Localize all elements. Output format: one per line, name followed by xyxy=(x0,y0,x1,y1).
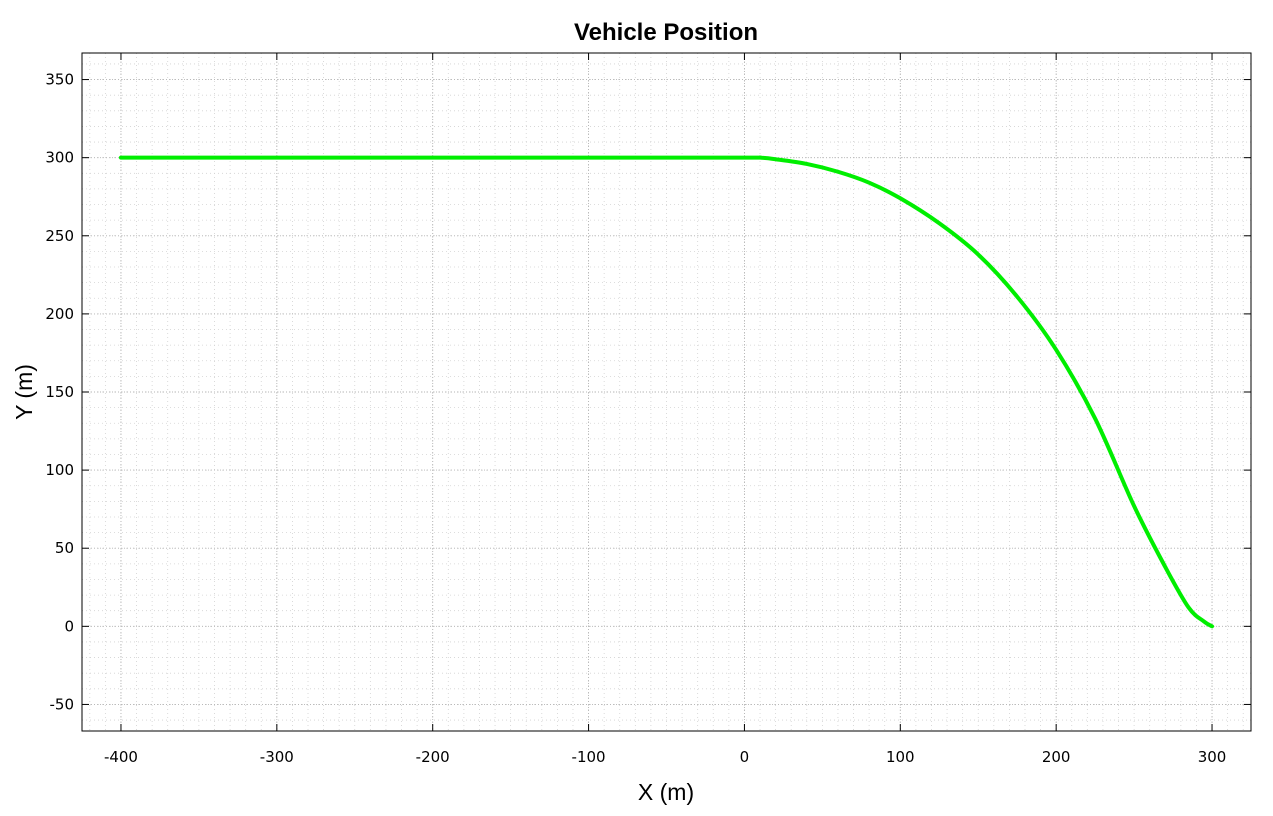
x-tick-label: 300 xyxy=(1198,748,1227,766)
series-line xyxy=(118,155,1215,629)
x-axis-tick-labels: -400 -300 -200 -100 0 100 200 300 xyxy=(104,748,1226,766)
x-tick-label: 100 xyxy=(886,748,915,766)
grid xyxy=(82,53,1251,731)
y-tick-label: 100 xyxy=(45,461,74,479)
x-tick-label: -200 xyxy=(416,748,450,766)
y-tick-label: 150 xyxy=(45,383,74,401)
y-tick-label: 0 xyxy=(64,617,74,635)
y-tick-label: -50 xyxy=(50,695,75,713)
y-axis-label: Y (m) xyxy=(11,364,37,420)
series-layer xyxy=(118,155,1215,629)
x-tick-label: -100 xyxy=(572,748,606,766)
ticks xyxy=(82,53,1251,731)
x-axis-label: X (m) xyxy=(638,779,694,805)
y-tick-label: 300 xyxy=(45,149,74,167)
y-axis-tick-labels: -50 0 50 100 150 200 250 300 350 xyxy=(45,71,74,714)
x-tick-label: -300 xyxy=(260,748,294,766)
y-tick-label: 50 xyxy=(55,539,74,557)
y-tick-label: 250 xyxy=(45,227,74,245)
x-tick-label: 200 xyxy=(1042,748,1071,766)
y-tick-label: 200 xyxy=(45,305,74,323)
y-tick-label: 350 xyxy=(45,71,74,89)
x-tick-label: -400 xyxy=(104,748,138,766)
chart-title: Vehicle Position xyxy=(574,19,758,46)
x-tick-label: 0 xyxy=(740,748,750,766)
